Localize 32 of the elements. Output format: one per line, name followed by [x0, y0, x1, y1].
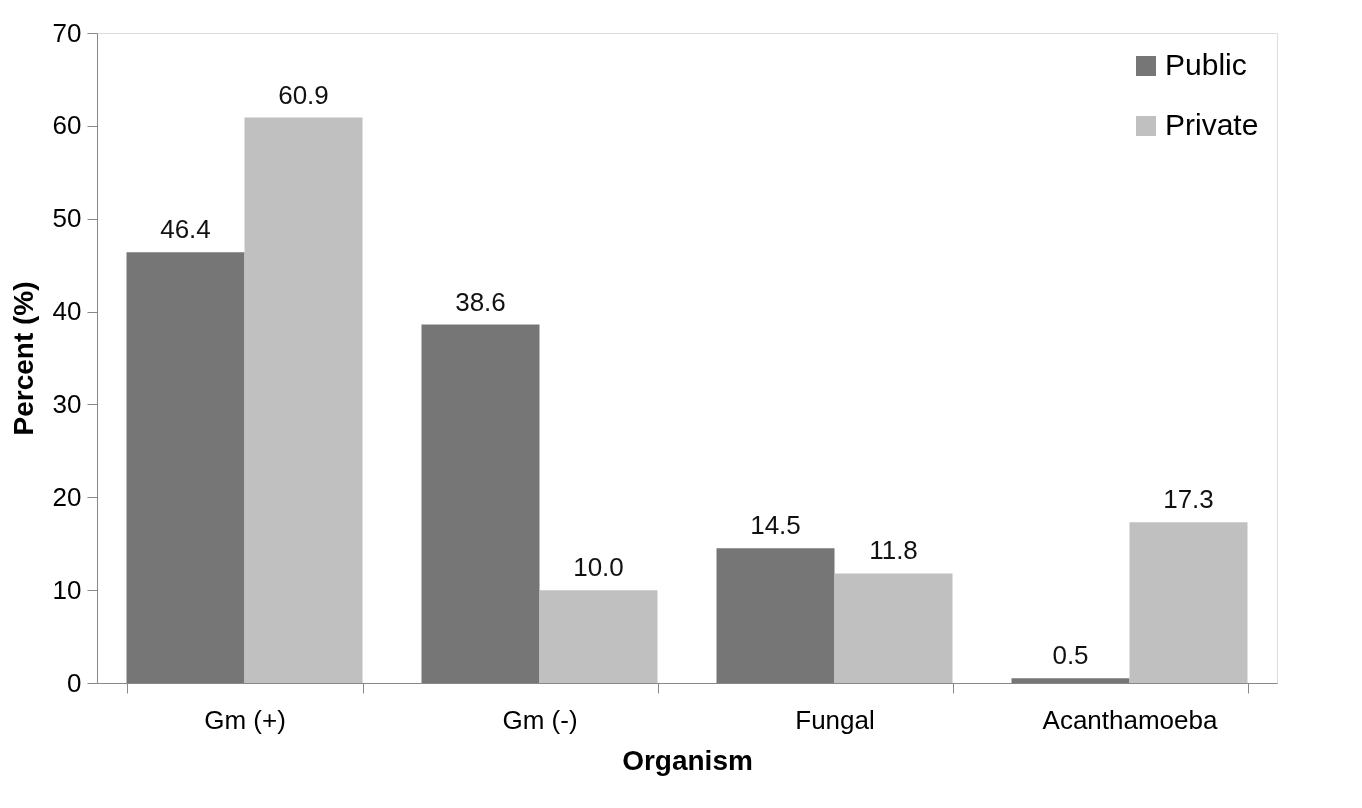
data-label: 46.4 — [160, 214, 211, 245]
legend-label: Public — [1165, 48, 1247, 81]
legend-label: Private — [1165, 108, 1259, 141]
y-tick-label: 30 — [52, 388, 82, 419]
data-label: 0.5 — [1052, 640, 1089, 671]
x-tick-label: Gm (-) — [502, 704, 578, 735]
x-tick-label: Fungal — [795, 704, 875, 735]
x-axis-title: Organism — [622, 744, 753, 776]
bar — [126, 252, 245, 683]
bar — [539, 590, 658, 683]
y-tick-label: 40 — [52, 296, 82, 327]
data-label: 10.0 — [573, 552, 624, 583]
x-tick-label: Acanthamoeba — [1042, 704, 1218, 735]
data-label: 17.3 — [1163, 484, 1214, 515]
bar — [834, 573, 953, 683]
y-tick-label: 0 — [67, 667, 82, 698]
bar — [421, 324, 540, 683]
data-label: 11.8 — [869, 535, 918, 566]
y-tick-label: 10 — [52, 574, 82, 605]
data-label: 60.9 — [278, 79, 329, 110]
x-tick-label: Gm (+) — [204, 704, 286, 735]
data-label: 14.5 — [750, 510, 801, 541]
y-tick-label: 70 — [52, 17, 82, 48]
bar — [716, 548, 835, 683]
y-tick-label: 50 — [52, 203, 82, 234]
bar — [1011, 678, 1130, 683]
y-tick-label: 60 — [52, 110, 82, 141]
bar — [1129, 522, 1248, 683]
bar — [244, 117, 363, 683]
y-axis-title: Percent (%) — [7, 281, 39, 436]
data-label: 38.6 — [455, 286, 506, 317]
y-tick-label: 20 — [52, 481, 82, 512]
